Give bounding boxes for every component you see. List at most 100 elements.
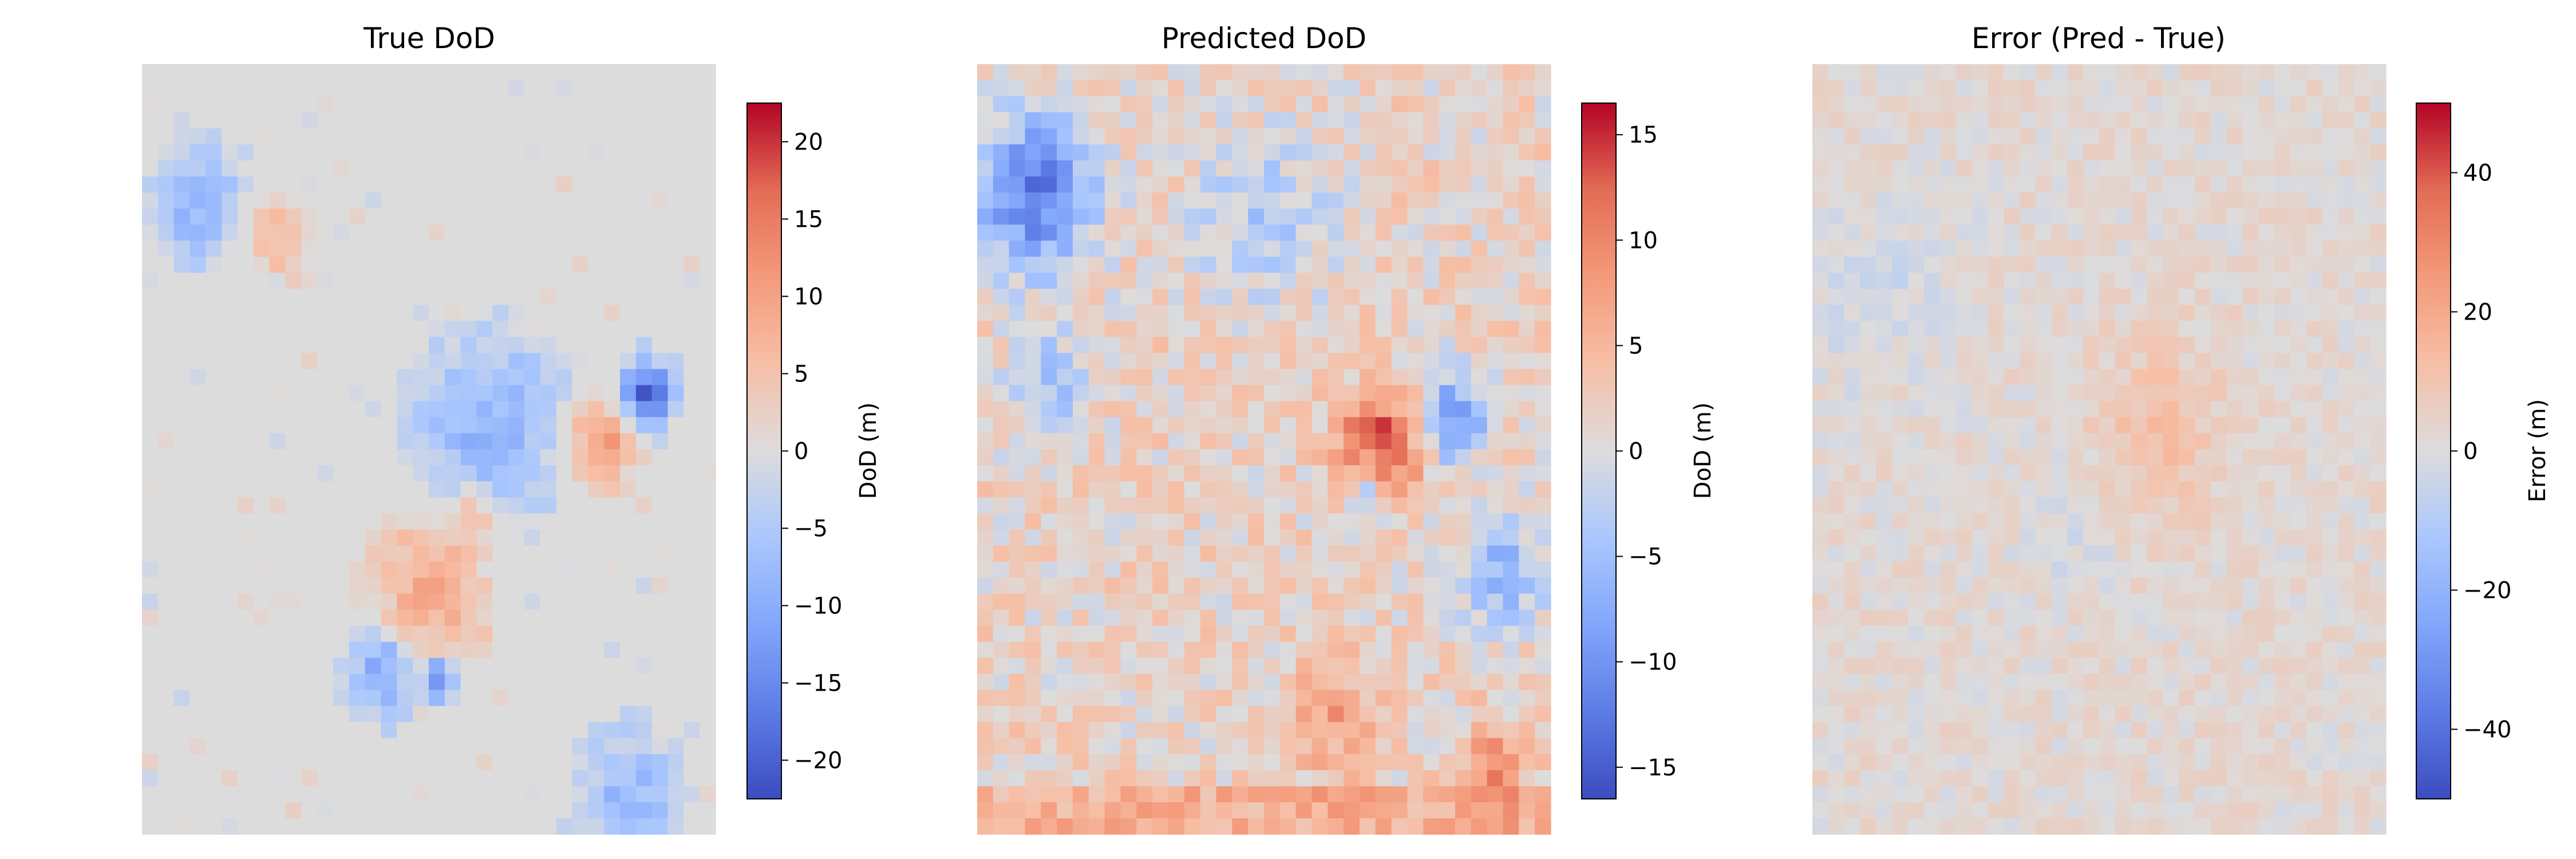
heatmap-cell [1120,257,1137,273]
heatmap-cell [1041,257,1057,273]
heatmap-cell [397,465,413,482]
heatmap-cell [444,208,461,225]
heatmap-cell [1120,754,1137,771]
heatmap-cell [253,673,270,691]
heatmap-cell [173,689,191,707]
heatmap-cell [700,561,716,578]
heatmap-cell [397,144,413,161]
heatmap-cell [1844,176,1861,193]
heatmap-cell [2195,337,2211,353]
heatmap-cell [1360,385,1376,402]
heatmap-cell [301,144,318,161]
heatmap-cell [1344,689,1360,707]
heatmap-cell [1360,465,1376,482]
heatmap-cell [2179,577,2195,594]
heatmap-cell [1120,497,1137,514]
heatmap-cell [1535,465,1551,482]
heatmap-cell [1025,224,1041,241]
heatmap-cell [2067,449,2084,466]
heatmap-cell [1327,401,1344,418]
heatmap-cell [1519,465,1535,482]
heatmap-cell [635,449,653,466]
heatmap-cell [333,160,350,177]
heatmap-cell [269,706,286,723]
heatmap-cell [2290,257,2307,273]
heatmap-cell [253,465,270,482]
heatmap-cell [2163,625,2179,643]
heatmap-cell [1327,673,1344,691]
heatmap-cell [1876,369,1893,386]
heatmap-cell [2354,192,2370,209]
heatmap-cell [1073,593,1089,610]
heatmap-cell [2226,449,2243,466]
heatmap-cell [700,208,716,225]
heatmap-cell [476,144,493,161]
heatmap-cell [1988,593,2004,610]
heatmap-cell [349,657,366,675]
heatmap-cell [460,337,477,353]
heatmap-cell [2115,192,2132,209]
heatmap-cell [2004,417,2020,434]
heatmap-cell [2147,176,2163,193]
heatmap-cell [1184,385,1201,402]
heatmap-cell [556,786,573,803]
heatmap-cell [1455,273,1472,289]
heatmap-cell [253,689,270,707]
heatmap-cell [2258,465,2275,482]
heatmap-cell [977,689,994,707]
heatmap-cell [1216,208,1232,225]
heatmap-cell [1136,625,1153,643]
heatmap-cell [1088,337,1105,353]
heatmap-cell [1844,241,1861,257]
heatmap-cell [476,369,493,386]
heatmap-cell [1519,385,1535,402]
heatmap-cell [667,513,684,530]
heatmap-cell [1311,561,1328,578]
heatmap-cell [993,353,1010,369]
heatmap-cell [317,641,334,659]
heatmap-cell [2338,144,2354,161]
heatmap-cell [269,289,286,305]
heatmap-cell [1519,176,1535,193]
heatmap-cell [1264,657,1281,675]
heatmap-cell [429,160,445,177]
heatmap-cell [2004,433,2020,450]
heatmap-cell [238,80,254,97]
heatmap-cell [222,706,238,723]
heatmap-cell [349,465,366,482]
heatmap-cell [413,449,429,466]
heatmap-cell [1391,224,1408,241]
heatmap-cell [2035,433,2052,450]
heatmap-cell [413,593,429,610]
heatmap-cell [2242,257,2259,273]
heatmap-cell [1088,625,1105,643]
heatmap-cell [2179,625,2195,643]
heatmap-cell [2035,353,2052,369]
heatmap-cell [2210,449,2227,466]
heatmap-cell [1232,433,1249,450]
heatmap-cell [1828,706,1845,723]
heatmap-cell [1327,706,1344,723]
heatmap-cell [1088,417,1105,434]
heatmap-cell [1200,449,1217,466]
heatmap-cell [1041,160,1057,177]
heatmap-cell [1311,144,1328,161]
heatmap-cell [2035,208,2052,225]
heatmap-cell [1009,369,1026,386]
heatmap-cell [1892,577,1909,594]
heatmap-cell [1344,481,1360,498]
heatmap-cell [508,641,525,659]
heatmap-cell [667,144,684,161]
heatmap-cell [1828,657,1845,675]
heatmap-cell [206,577,222,594]
heatmap-cell [1519,417,1535,434]
heatmap-cell [157,706,175,723]
heatmap-cell [222,481,238,498]
heatmap-cell [1311,192,1328,209]
heatmap-cell [1828,417,1845,434]
heatmap-cell [604,112,621,129]
heatmap-cell [413,208,429,225]
heatmap-cell [1375,641,1392,659]
heatmap-cell [2195,257,2211,273]
heatmap-cell [1423,353,1440,369]
